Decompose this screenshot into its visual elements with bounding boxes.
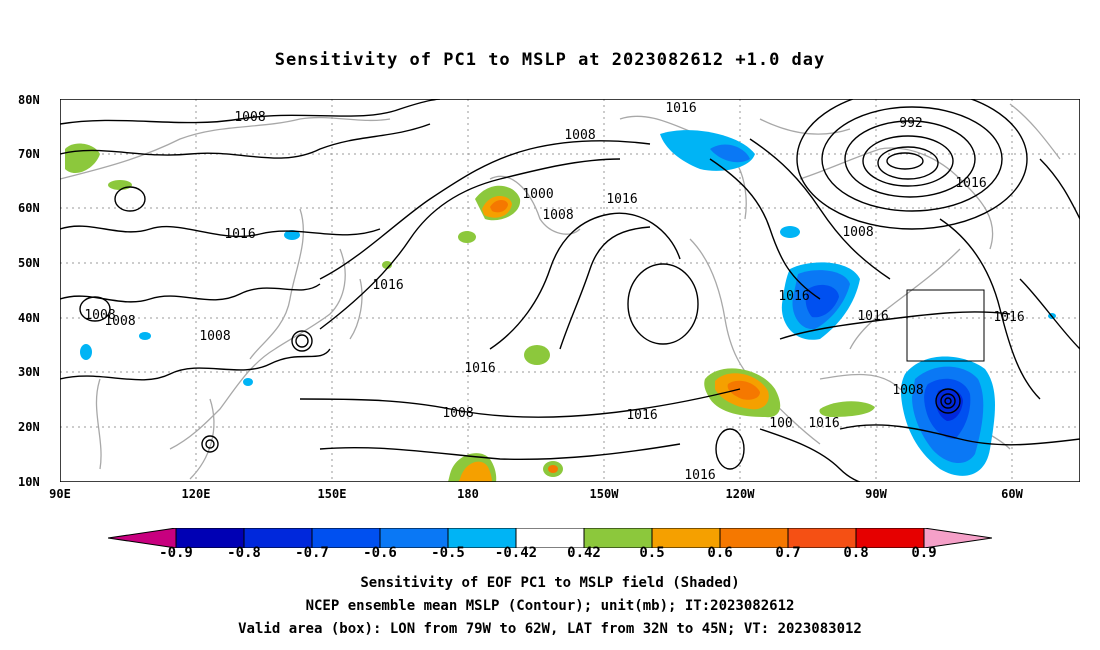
colorbar-label: 0.42 [567,545,601,561]
contour-label: 1016 [665,101,696,116]
shaded-sensitivity [65,130,1056,482]
lat-tick-label: 60N [18,201,40,215]
lon-tick-label: 150E [317,487,347,501]
coastlines [60,103,1061,480]
contour-label: 1016 [606,192,637,207]
contour-label: 1008 [104,314,135,329]
colorbar-label: 0.7 [775,545,801,561]
colorbar-label: -0.7 [295,545,329,561]
contour-label: 1016 [464,361,495,376]
lat-tick-label: 30N [18,365,40,379]
map-panel: 1008 1016 1008 1000 1008 1016 992 1016 1008 1016 1… [60,99,1080,482]
lat-tick-label: 50N [18,256,40,270]
colorbar-label: 0.8 [843,545,869,561]
contour-label: 1008 [892,383,923,398]
colorbar-label: -0.8 [227,545,261,561]
colorbar [108,528,992,548]
contour-label: 1016 [955,176,986,191]
contour-label: 1008 [442,406,473,421]
colorbar-label: 0.5 [639,545,665,561]
lat-tick-label: 20N [18,420,40,434]
lon-tick-label: 180 [457,487,479,501]
contour-label: 992 [899,116,922,131]
lon-tick-label: 90W [865,487,887,501]
colorbar-label: 0.6 [707,545,733,561]
colorbar-label: 0.9 [911,545,937,561]
mslp-contours [60,99,1080,482]
lat-tick-label: 10N [18,475,40,489]
contour-label: 1008 [564,128,595,143]
colorbar-label: -0.9 [159,545,193,561]
contour-label: 1016 [778,289,809,304]
lon-tick-label: 150W [589,487,619,501]
valid-area-box [906,289,985,362]
contour-label: 1008 [234,110,265,125]
colorbar-label: -0.6 [363,545,397,561]
contour-label: 1000 [522,187,553,202]
lat-tick-label: 40N [18,311,40,325]
contour-label: 1016 [684,468,715,482]
map-title: Sensitivity of PC1 to MSLP at 2023082612… [274,50,826,70]
colorbar-label: -0.42 [494,545,538,561]
contour-label: 1016 [626,408,657,423]
contour-label: 1016 [808,416,839,431]
contour-label: 1016 [224,227,255,242]
contour-label: 1008 [842,225,873,240]
colorbar-label: -0.5 [431,545,465,561]
contour-label: 1016 [372,278,403,293]
caption-line-1: Sensitivity of EOF PC1 to MSLP field (Sh… [360,575,740,591]
lon-tick-label: 120E [181,487,211,501]
caption-line-3: Valid area (box): LON from 79W to 62W, L… [238,621,862,637]
contour-label: 100 [769,416,792,431]
contour-labels: 1008 1016 1008 1000 1008 1016 992 1016 1008 1016 1… [84,101,1024,482]
contour-label: 1016 [857,309,888,324]
lat-tick-label: 70N [18,147,40,161]
lat-tick-label: 80N [18,93,40,107]
colorbar-swatch [923,528,992,548]
contour-label: 1016 [993,310,1024,325]
contour-label: 1008 [542,208,573,223]
lon-tick-label: 120W [725,487,755,501]
contour-label: 1008 [199,329,230,344]
contour-label: 1008 [84,308,115,323]
caption-line-2: NCEP ensemble mean MSLP (Contour); unit(… [305,598,795,614]
lon-tick-label: 60W [1001,487,1023,501]
lon-tick-label: 90E [49,487,71,501]
